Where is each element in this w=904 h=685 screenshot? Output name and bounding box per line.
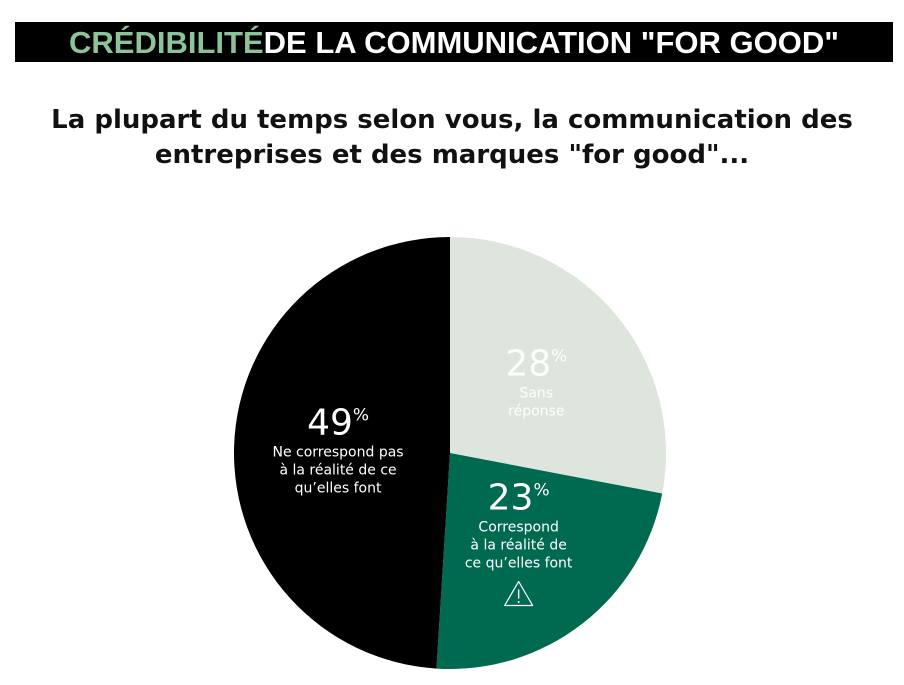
question-line-1: La plupart du temps selon vous, la commu… (51, 105, 853, 135)
title-banner: CRÉDIBILITÉ DE LA COMMUNICATION "FOR GOO… (15, 22, 893, 62)
slice-value-label: 49% (307, 402, 369, 443)
pie-slice (436, 453, 663, 670)
survey-question: La plupart du temps selon vous, la commu… (0, 103, 904, 173)
slice-category-label: à la réalité de (470, 537, 566, 553)
slice-category-label: Correspond (478, 519, 558, 535)
slice-value-label: 23% (488, 477, 550, 518)
warning-triangle-icon (504, 580, 534, 607)
slice-category-label: à la réalité de ce (279, 462, 396, 478)
slice-category-label: Ne correspond pas (273, 444, 404, 460)
question-line-2: entreprises et des marques "for good"... (154, 140, 750, 170)
banner-accent-text: CRÉDIBILITÉ (69, 24, 264, 60)
slice-category-label: réponse (508, 404, 564, 420)
slice-category-label: Sans (519, 386, 553, 402)
pie-slice (233, 237, 450, 669)
slice-value-label: 28% (505, 344, 567, 385)
slice-category-label: ce qu’elles font (465, 555, 573, 571)
slice-category-label: qu’elles font (295, 480, 382, 496)
banner-rest-text: DE LA COMMUNICATION "FOR GOOD" (263, 24, 839, 60)
pie-slice (450, 237, 667, 494)
